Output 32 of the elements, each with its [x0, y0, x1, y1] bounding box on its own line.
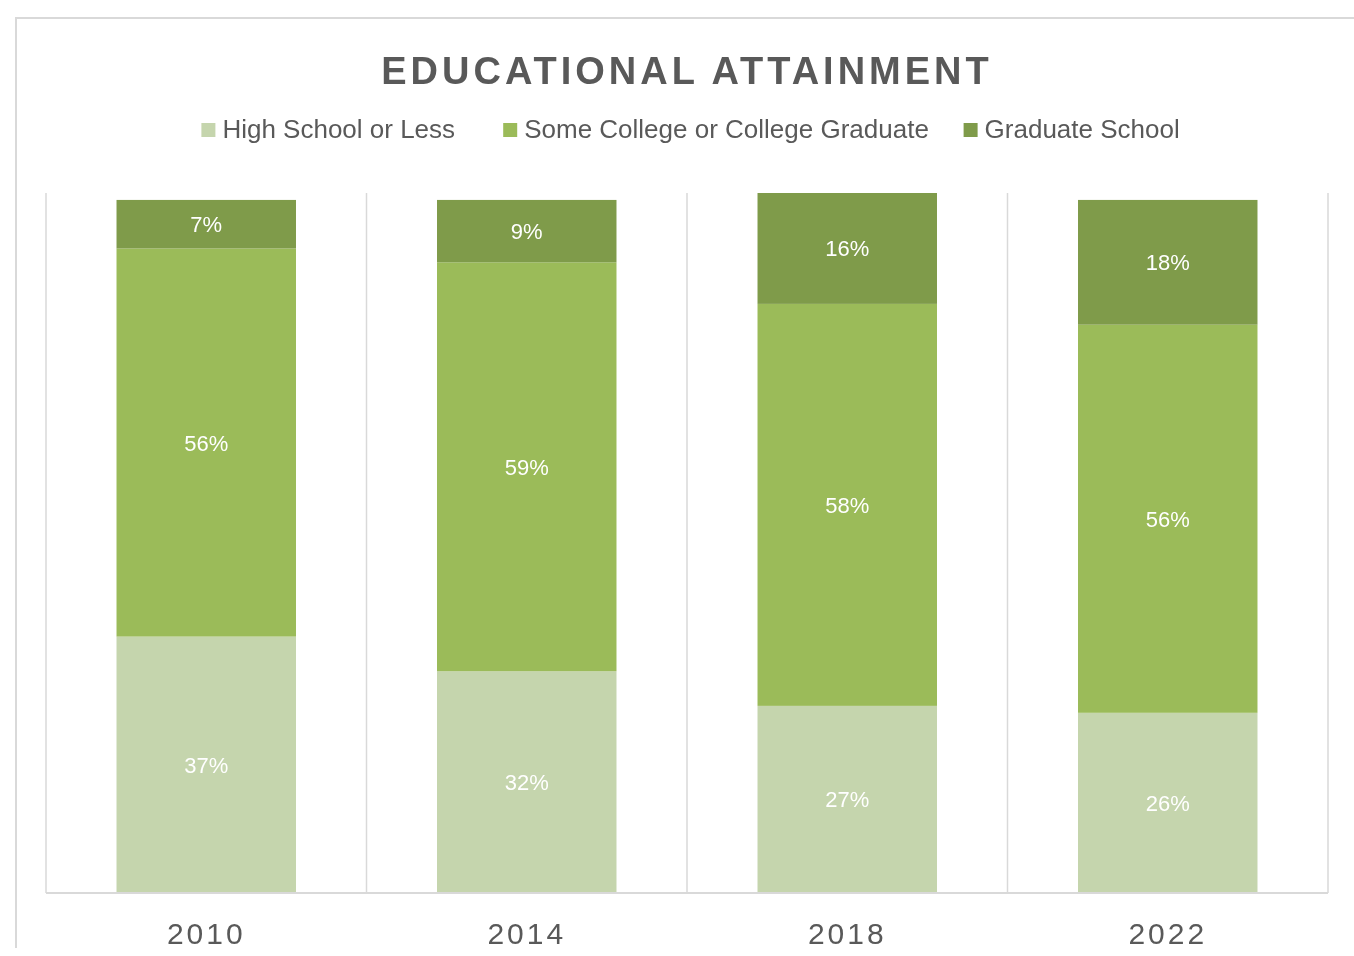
bar: [116, 248, 296, 637]
data-label: 27%: [825, 787, 870, 813]
x-tick-label: 2018: [807, 917, 887, 950]
data-label: 56%: [1145, 506, 1190, 532]
bar: [1078, 712, 1258, 893]
x-tick-label: 2014: [487, 917, 567, 950]
bar: [1078, 199, 1258, 325]
data-label: 26%: [1145, 790, 1190, 816]
data-label: 32%: [504, 770, 549, 796]
bar: [757, 705, 937, 893]
data-label: 37%: [184, 752, 229, 778]
legend-label: High School or Less: [222, 114, 456, 144]
bar: [116, 636, 296, 893]
x-tick-label: 2022: [1128, 917, 1208, 950]
bar: [757, 303, 937, 706]
legend-label: Some College or College Graduate: [524, 114, 929, 144]
x-tick-label: 2010: [166, 917, 246, 950]
bar: [757, 193, 937, 304]
bar: [116, 199, 296, 249]
legend-label: Graduate School: [984, 114, 1180, 144]
bar: [437, 199, 617, 263]
data-label: 56%: [184, 430, 229, 456]
data-label: 58%: [825, 492, 870, 518]
bar: [437, 671, 617, 893]
data-label: 18%: [1145, 250, 1190, 276]
bar: [1078, 324, 1258, 713]
bar: [437, 262, 617, 672]
data-label: 9%: [510, 219, 543, 245]
data-label: 7%: [190, 212, 223, 238]
chart-title: EDUCATIONAL ATTAINMENT: [381, 50, 993, 92]
data-label: 16%: [825, 236, 870, 262]
data-label: 59%: [504, 454, 549, 480]
